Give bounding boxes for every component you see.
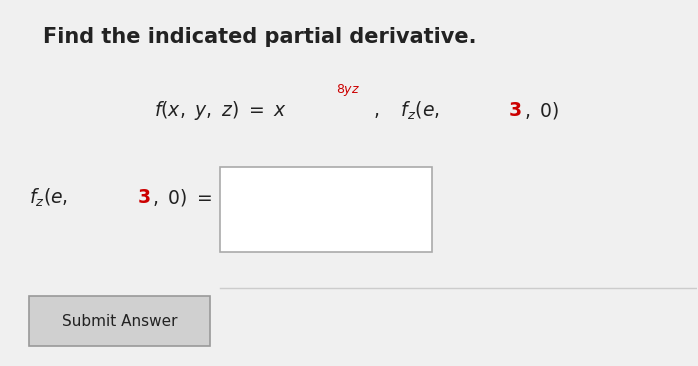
Text: $\mathbf{3}$: $\mathbf{3}$ [507, 101, 521, 120]
FancyBboxPatch shape [221, 167, 433, 252]
Text: $,\ 0)$: $,\ 0)$ [524, 100, 559, 121]
Text: $,\quad \mathit{f}_z(\mathit{e},\ $: $,\quad \mathit{f}_z(\mathit{e},\ $ [373, 99, 440, 122]
Text: $\mathit{8yz}$: $\mathit{8yz}$ [336, 82, 361, 98]
Text: $\mathbf{3}$: $\mathbf{3}$ [137, 188, 151, 207]
Text: $\mathit{f}_z(\mathit{e},\ $: $\mathit{f}_z(\mathit{e},\ $ [29, 186, 68, 209]
FancyBboxPatch shape [29, 296, 210, 347]
Text: $\mathit{f}(\mathit{x},\ \mathit{y},\ \mathit{z})\ =\ \mathit{x}$: $\mathit{f}(\mathit{x},\ \mathit{y},\ \m… [154, 99, 288, 122]
Text: Find the indicated partial derivative.: Find the indicated partial derivative. [43, 27, 477, 47]
Text: $,\ 0)\ =$: $,\ 0)\ =$ [152, 187, 213, 208]
Text: Submit Answer: Submit Answer [62, 314, 177, 329]
